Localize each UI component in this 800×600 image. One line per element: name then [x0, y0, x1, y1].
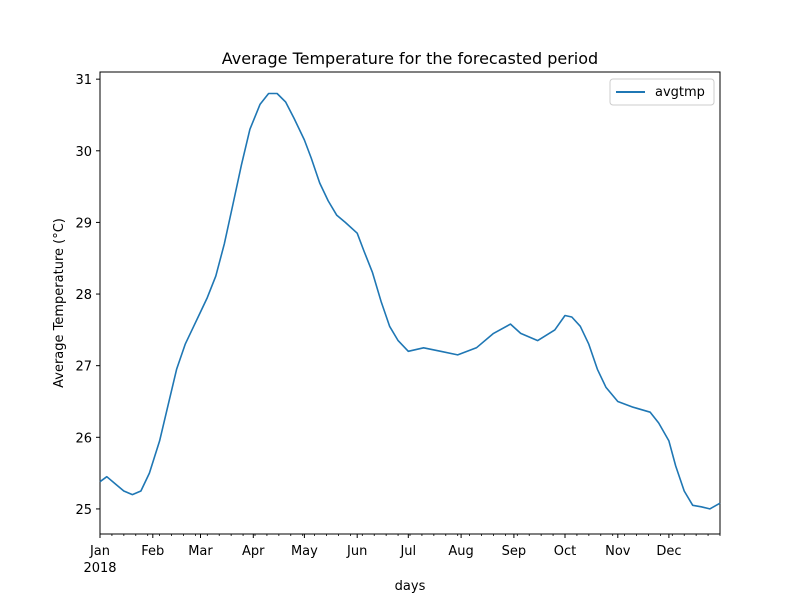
- y-tick-label: 26: [75, 431, 92, 446]
- y-tick-label: 28: [75, 288, 92, 303]
- x-tick-label: Feb: [141, 544, 164, 559]
- x-axis-title: days: [395, 579, 426, 594]
- x-tick-label: Oct: [554, 544, 576, 559]
- x-tick-label: Aug: [448, 544, 473, 559]
- x-axis-ticks: Jan Feb Mar Apr May Jun Jul Aug Sep Oct Nov Dec: [89, 534, 721, 559]
- series-line-avgtmp: [99, 92, 721, 510]
- series-layer: [99, 92, 721, 510]
- y-tick-label: 25: [75, 503, 92, 518]
- chart-title: Average Temperature for the forecasted p…: [222, 49, 598, 68]
- legend-box: [609, 78, 715, 106]
- x-tick-label: Nov: [605, 544, 631, 559]
- x-tick-label: Jan: [89, 544, 110, 559]
- x-tick-label: Jun: [346, 544, 367, 559]
- y-tick-label: 30: [75, 145, 92, 160]
- x-tick-label: Jul: [399, 544, 416, 559]
- x-year-label: 2018: [83, 561, 116, 576]
- legend: avgtmp: [609, 78, 715, 106]
- legend-label-avgtmp: avgtmp: [655, 85, 705, 100]
- x-tick-label: Sep: [502, 544, 527, 559]
- x-tick-label: Mar: [188, 544, 213, 559]
- y-tick-label: 27: [75, 360, 92, 375]
- y-axis-ticks: 25 26 27 28 29 30 31: [75, 73, 100, 518]
- x-tick-label: Dec: [656, 544, 681, 559]
- x-tick-label: Apr: [242, 544, 265, 559]
- plot-frame: [99, 71, 721, 535]
- y-tick-label: 31: [75, 73, 92, 88]
- y-axis-title: Average Temperature (°C): [52, 218, 67, 388]
- x-tick-label: May: [291, 544, 318, 559]
- y-tick-label: 29: [75, 216, 92, 231]
